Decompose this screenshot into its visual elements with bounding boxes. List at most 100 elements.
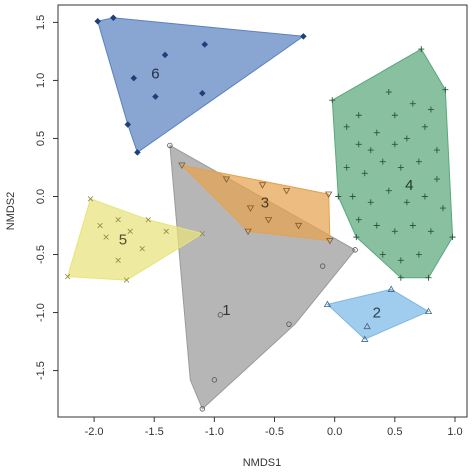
point-group-4 <box>343 123 350 130</box>
point-group-3 <box>258 182 267 189</box>
group-label-2: 2 <box>373 305 381 322</box>
x-axis-title: NMDS1 <box>243 457 282 469</box>
group-points <box>64 14 456 412</box>
point-group-4 <box>403 199 410 206</box>
hull-group-2 <box>326 288 430 340</box>
point-group-3 <box>324 191 333 198</box>
y-axis-title: NMDS2 <box>5 192 17 231</box>
point-group-5 <box>64 273 71 280</box>
point-group-4 <box>367 199 374 206</box>
group-label-5: 5 <box>119 231 127 248</box>
hull-group-6 <box>97 17 305 154</box>
point-group-6 <box>152 93 159 101</box>
point-group-4 <box>329 97 336 104</box>
point-group-2 <box>387 285 395 292</box>
hull-group-5 <box>66 198 204 281</box>
point-group-4 <box>397 274 404 281</box>
point-group-4 <box>409 100 416 107</box>
hull-group-4 <box>331 48 454 279</box>
point-group-6 <box>134 149 141 156</box>
point-group-4 <box>421 123 428 130</box>
point-group-3 <box>326 237 334 245</box>
point-group-4 <box>385 187 392 194</box>
point-group-6 <box>109 14 117 22</box>
point-group-6 <box>124 121 132 128</box>
point-group-2 <box>361 335 369 342</box>
x-tick-label: 0.5 <box>387 426 402 438</box>
y-tick-label: -1.5 <box>35 361 47 380</box>
point-group-5 <box>127 228 133 234</box>
group-label-4: 4 <box>405 177 413 194</box>
point-group-4 <box>335 193 342 200</box>
point-group-2 <box>363 322 371 330</box>
plot-frame <box>57 4 468 418</box>
point-group-5 <box>123 277 130 283</box>
point-group-4 <box>391 112 398 119</box>
point-group-4 <box>379 158 386 165</box>
point-group-1 <box>167 142 173 149</box>
point-group-4 <box>403 135 410 142</box>
point-group-1 <box>199 406 206 412</box>
point-group-4 <box>379 251 386 258</box>
point-group-4 <box>418 46 425 53</box>
point-group-3 <box>282 188 291 195</box>
point-group-3 <box>222 176 231 183</box>
point-group-5 <box>115 257 121 264</box>
point-group-1 <box>211 377 218 383</box>
group-hulls <box>66 17 454 410</box>
point-group-6 <box>201 41 209 48</box>
x-tick-label: 0.0 <box>327 426 342 438</box>
hull-group-3 <box>180 164 331 242</box>
point-group-5 <box>103 234 109 240</box>
point-group-4 <box>385 89 392 96</box>
point-group-5 <box>145 217 151 223</box>
point-group-4 <box>442 86 449 93</box>
y-tick-label: -0.5 <box>35 245 47 264</box>
point-group-4 <box>409 222 416 229</box>
point-group-4 <box>449 234 456 241</box>
point-group-4 <box>355 141 362 148</box>
point-group-5 <box>115 217 121 223</box>
point-group-4 <box>427 228 434 235</box>
y-tick-label: -1.0 <box>35 303 47 322</box>
point-group-3 <box>294 222 303 230</box>
point-group-5 <box>163 228 169 234</box>
point-group-4 <box>427 106 434 113</box>
x-tick-label: -0.5 <box>265 426 284 438</box>
point-group-6 <box>198 89 206 97</box>
point-group-4 <box>373 222 380 229</box>
point-group-4 <box>355 216 362 223</box>
point-group-4 <box>433 176 440 183</box>
point-group-1 <box>352 247 358 253</box>
point-group-6 <box>130 74 138 82</box>
point-group-1 <box>217 312 224 318</box>
point-group-4 <box>425 274 432 281</box>
group-labels: 1 2 3 4 5 6 <box>119 65 414 321</box>
point-group-5 <box>199 230 206 237</box>
y-tick-label: 1.5 <box>35 15 47 30</box>
point-group-5 <box>87 196 94 202</box>
point-group-4 <box>415 158 422 165</box>
point-group-4 <box>343 164 350 171</box>
x-tick-label: -1.0 <box>205 426 224 438</box>
group-label-3: 3 <box>261 194 269 211</box>
group-label-1: 1 <box>222 302 230 319</box>
group-label-6: 6 <box>151 65 159 82</box>
x-axis: -2.0 -1.5 -1.0 -0.5 0.0 0.5 1.0 <box>85 417 463 438</box>
y-tick-label: 0.5 <box>35 131 47 146</box>
point-group-3 <box>178 162 186 169</box>
point-group-4 <box>439 205 446 212</box>
point-group-4 <box>415 251 422 258</box>
x-tick-label: -2.0 <box>85 426 104 438</box>
point-group-3 <box>246 205 255 212</box>
point-group-1 <box>286 321 292 327</box>
point-group-5 <box>97 222 103 229</box>
point-group-4 <box>349 193 356 200</box>
point-group-4 <box>373 129 380 136</box>
point-group-4 <box>391 141 398 148</box>
x-tick-label: 1.0 <box>447 426 462 438</box>
point-group-3 <box>264 217 273 224</box>
y-tick-label: 1.0 <box>35 73 47 88</box>
point-group-4 <box>353 234 360 241</box>
point-group-2 <box>323 300 332 308</box>
